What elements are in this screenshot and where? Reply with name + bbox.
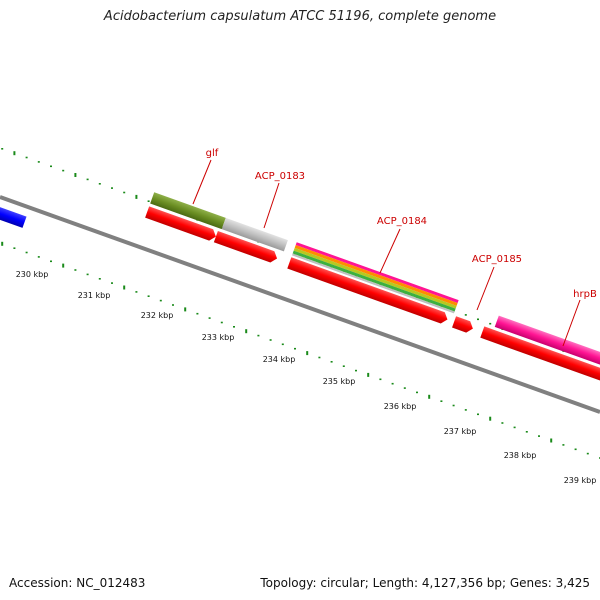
tick-label-230: 230 kbp [16, 270, 49, 279]
stripe-yellow [293, 247, 457, 309]
map-title: Acidobacterium capsulatum ATCC 51196, co… [103, 9, 497, 24]
inner-tick-ring [1, 241, 600, 459]
tick-label-235: 235 kbp [323, 377, 356, 386]
genome-backbone [0, 195, 600, 414]
genome-summary-text: Topology: circular; Length: 4,127,356 bp… [260, 576, 590, 590]
stripe-grey [292, 253, 455, 314]
cds-red-feature-2 [213, 230, 278, 263]
gene-grey-feature [221, 217, 288, 252]
gene-label-acp0184: ACP_0184 [377, 216, 427, 227]
tick-label-236: 236 kbp [384, 402, 417, 411]
cds-red-feature-1 [145, 206, 216, 241]
gene-glf-feature [150, 192, 226, 230]
tick-label-231: 231 kbp [78, 291, 111, 300]
accession-text: Accession: NC_012483 [9, 576, 146, 590]
gene-label-leaders [192, 159, 581, 347]
cds-red-feature-4 [452, 316, 473, 333]
gene-label-acp0185: ACP_0185 [472, 254, 522, 265]
tick-label-232: 232 kbp [141, 311, 174, 320]
tick-label-234: 234 kbp [263, 355, 296, 364]
cds-red-feature-3 [287, 257, 448, 324]
gene-label-acp0183: ACP_0183 [255, 171, 305, 182]
feature-track [0, 176, 600, 390]
gene-label-hrpB: hrpB [573, 289, 597, 300]
gene-label-glf: glf [206, 148, 219, 159]
gene-hrpB-feature [494, 315, 600, 376]
stripe-orange [294, 245, 458, 306]
gene-acp0184-feature [295, 242, 459, 304]
cds-red-feature-5 [480, 326, 600, 390]
tick-label-239: 239 kbp [564, 476, 597, 485]
stripe-green [292, 250, 456, 312]
tick-label-233: 233 kbp [202, 333, 235, 342]
tick-label-238: 238 kbp [504, 451, 537, 460]
tick-label-237: 237 kbp [444, 427, 477, 436]
